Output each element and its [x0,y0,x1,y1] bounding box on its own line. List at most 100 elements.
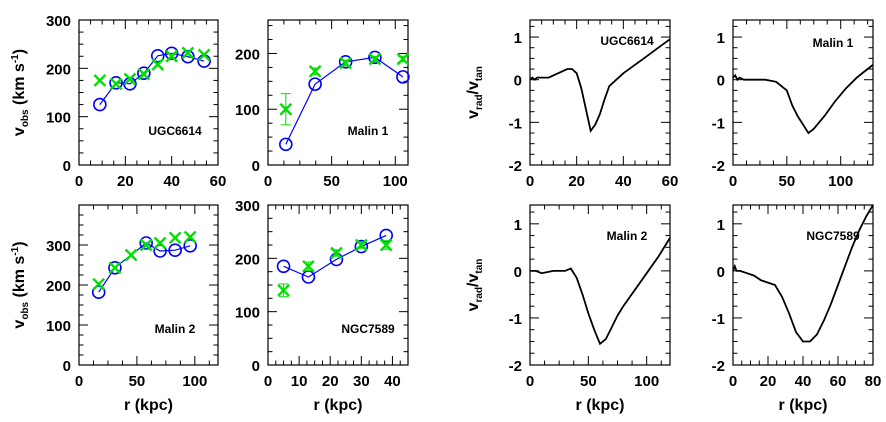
panel-vobs-ngc7589: 0 10 20 30 40 0 100 200 300 r (kpc) NGC7589 [235,198,409,414]
plot-frame [78,19,219,166]
y-tick-label: -2 [712,158,725,175]
cross-stroke [123,72,137,86]
x-tick-label: 100 [383,173,408,190]
y-tick-label: -1 [712,311,725,328]
x-tick-label: 50 [580,373,597,390]
data-point-cross [168,231,182,245]
y-tick-label: -1 [509,311,522,328]
plot-frame [267,19,409,166]
cross-stroke [151,58,165,71]
panel-vrad-ngc7589: 0 20 40 60 80 -2 -1 0 1 r (kpc) NGC7589 [712,204,881,414]
x-tick-label: 40 [615,173,632,190]
y-tick-label: 0 [63,158,71,175]
cross-stroke [354,238,368,252]
ratio-curve [732,204,874,343]
data-point-cross [339,56,352,70]
panel-vobs-malin2: 0 50 100 0 100 200 300 r (kpc) vobs (km s-1) Mali… [10,204,219,414]
x-tick-label: 0 [75,373,83,390]
data-point-cross [197,48,211,62]
data-point-cross [139,238,153,252]
y-tick-label: -2 [509,158,522,175]
x-tick-label: 0 [729,373,737,390]
y-tick-label: 300 [46,238,71,255]
cross-stroke [109,77,123,91]
data-point-cross [153,236,167,250]
panel-annotation: Malin 1 [813,36,854,50]
data-point-circle [93,97,107,112]
x-tick-label: 60 [210,173,227,190]
y-tick-label: 100 [46,318,71,335]
data-point-cross [109,77,123,91]
data-point-circle [150,48,165,63]
data-point-circle [164,46,179,61]
y-tick-label: 1 [514,30,522,47]
data-point-cross [92,277,106,291]
cross-stroke [330,246,343,260]
y-tick-label: 0 [514,73,522,90]
data-point-cross [330,246,343,260]
data-point-cross [277,283,290,297]
y-tick-label: 0 [252,158,260,175]
x-tick-label: 20 [760,373,777,390]
y-tick-label: 0 [717,73,725,90]
cross-stroke [139,238,153,252]
x-tick-label: 60 [830,373,847,390]
x-tick-label: 0 [729,173,737,190]
data-point-circle [108,260,122,275]
x-tick-label: 20 [568,173,585,190]
data-point-circle [168,243,182,257]
x-tick-label: 20 [117,173,134,190]
x-tick-label: 100 [634,373,659,390]
ratio-curve [530,237,671,346]
data-point-circle [137,66,151,80]
cross-stroke [339,56,352,70]
y-tick-label: -1 [509,115,522,132]
y-tick-label: 0 [252,358,260,375]
data-point-circle [279,137,293,152]
data-point-cross [165,49,179,63]
data-point-circle [181,49,195,64]
data-point-cross [368,52,382,66]
data-point-circle [139,236,153,250]
x-tick-label: 0 [75,173,83,190]
panel-annotation: Malin 2 [607,229,648,243]
x-tick-label: 0 [264,373,272,390]
y-tick-label: 100 [46,110,71,127]
x-tick-label: 50 [129,373,146,390]
y-tick-label: 100 [235,102,260,119]
observed-series [92,230,197,291]
data-point-cross [93,74,107,87]
cross-stroke [396,52,410,66]
y-tick-label: 200 [235,251,260,268]
cross-stroke [181,46,195,60]
data-point-cross [379,238,393,252]
model-series [276,228,394,284]
cross-stroke [168,231,182,245]
panel-annotation: UGC6614 [600,34,654,48]
cross-stroke [368,52,382,66]
panel-vrad-malin2: 0 50 100 -2 -1 0 1 r (kpc) vrad/vtan Malin 2 [465,204,671,414]
series-line [98,242,191,293]
cross-stroke [197,48,211,62]
data-point-cross [137,67,151,81]
data-point-cross [123,72,137,86]
y-tick-label: 300 [235,198,260,215]
data-point-circle [276,259,291,274]
cross-stroke [302,259,315,273]
cross-stroke [93,74,107,87]
data-point-circle [109,76,123,90]
data-point-circle [368,50,382,65]
series-line [99,52,205,105]
data-point-circle [396,70,410,84]
observed-series [93,46,211,91]
data-point-cross [183,230,197,244]
x-axis-label: r (kpc) [124,397,173,414]
ratio-curve [529,38,671,134]
cross-stroke [137,67,151,81]
y-tick-label: 200 [46,278,71,295]
panel-annotation: Malin 1 [348,124,389,138]
x-tick-label: 20 [322,373,339,390]
plot-frame [732,19,874,166]
x-axis-label: r (kpc) [576,397,625,414]
panel-vobs-ugc6614: 0 20 40 60 0 100 200 300 vobs (km s-1) UGC6614 [10,13,226,190]
